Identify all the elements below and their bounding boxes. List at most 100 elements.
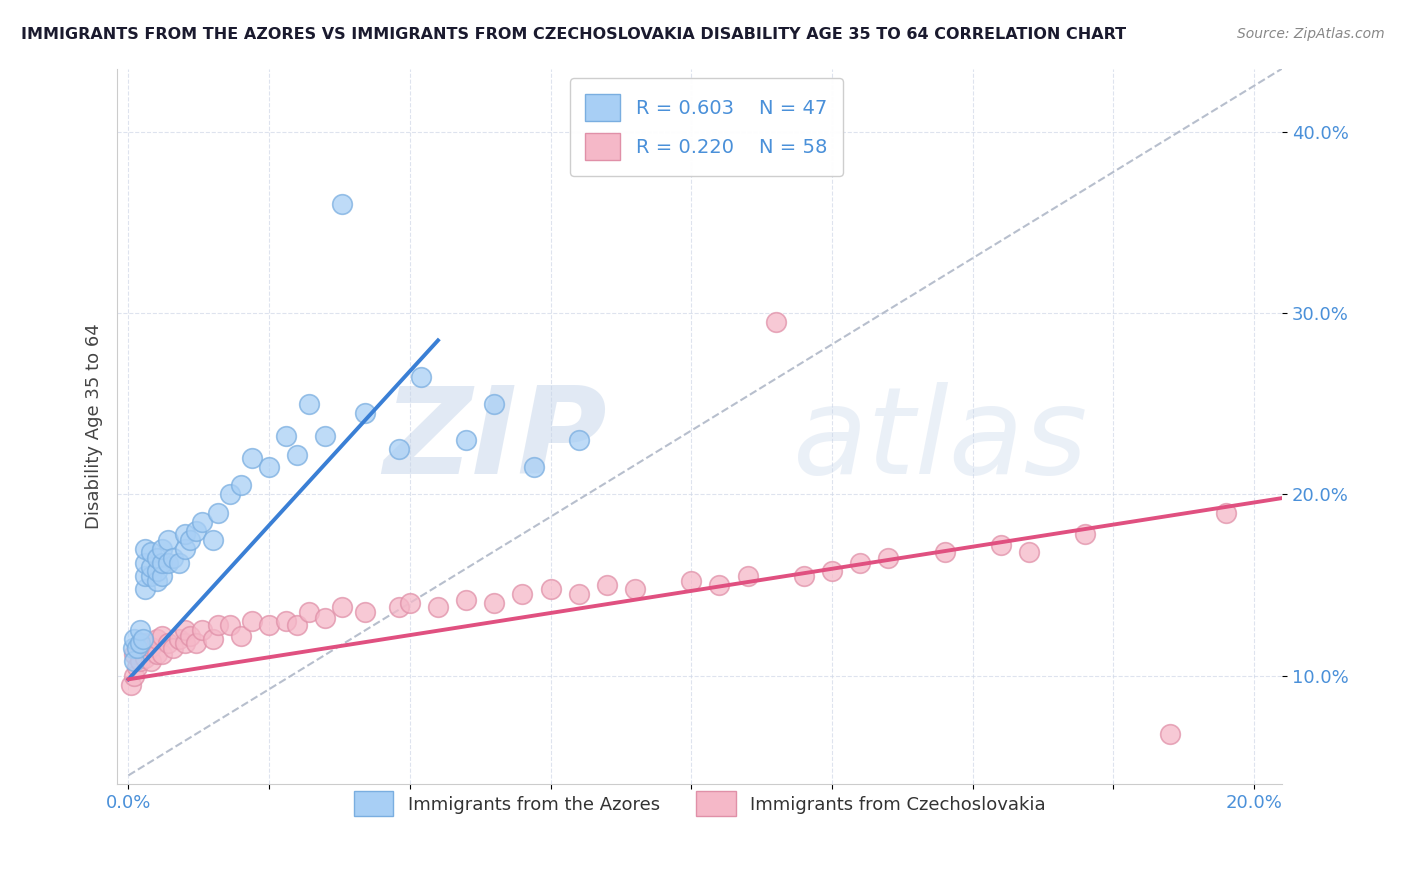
Point [934, 545, 956, 559]
Point [145, 564, 167, 578]
Point [1018, 545, 1040, 559]
Point [162, 550, 184, 565]
Point [765, 315, 787, 329]
Point [793, 569, 815, 583]
Point [387, 599, 409, 614]
Point [134, 650, 156, 665]
Point [145, 632, 167, 647]
Point [387, 442, 409, 457]
Point [411, 369, 433, 384]
Text: atlas: atlas [793, 383, 1088, 500]
Point [218, 487, 240, 501]
Point [681, 574, 703, 589]
Point [139, 545, 162, 559]
Point [122, 641, 145, 656]
Point [229, 478, 252, 492]
Point [201, 632, 224, 647]
Point [523, 460, 546, 475]
Point [128, 624, 150, 638]
Point [207, 618, 229, 632]
Point [297, 605, 319, 619]
Point [568, 587, 591, 601]
Point [122, 668, 145, 682]
Point [134, 636, 156, 650]
Text: ZIP: ZIP [382, 383, 606, 500]
Point [285, 618, 308, 632]
Point [184, 524, 207, 538]
Point [167, 632, 190, 647]
Point [134, 582, 156, 596]
Point [150, 557, 173, 571]
Point [184, 636, 207, 650]
Point [150, 629, 173, 643]
Point [173, 541, 195, 556]
Point [540, 582, 562, 596]
Point [737, 569, 759, 583]
Point [134, 569, 156, 583]
Point [314, 429, 336, 443]
Point [156, 533, 179, 547]
Point [330, 599, 353, 614]
Point [353, 406, 375, 420]
Point [568, 433, 591, 447]
Point [128, 654, 150, 668]
Point [484, 596, 506, 610]
Point [229, 629, 252, 643]
Point [122, 632, 145, 647]
Point [274, 429, 297, 443]
Point [139, 640, 162, 654]
Point [139, 569, 162, 583]
Point [484, 397, 506, 411]
Point [709, 578, 731, 592]
Point [201, 533, 224, 547]
Point [128, 641, 150, 656]
Point [173, 636, 195, 650]
Point [624, 582, 647, 596]
Point [330, 197, 353, 211]
Point [353, 605, 375, 619]
Point [145, 550, 167, 565]
Point [150, 541, 173, 556]
Point [240, 615, 263, 629]
Point [314, 610, 336, 624]
Point [456, 433, 478, 447]
Point [139, 560, 162, 574]
Point [190, 515, 212, 529]
Point [134, 557, 156, 571]
Point [128, 636, 150, 650]
Point [190, 624, 212, 638]
Point [156, 636, 179, 650]
Point [134, 541, 156, 556]
Point [240, 451, 263, 466]
Point [285, 448, 308, 462]
Point [596, 578, 619, 592]
Point [179, 629, 201, 643]
Text: Source: ZipAtlas.com: Source: ZipAtlas.com [1237, 27, 1385, 41]
Point [427, 599, 450, 614]
Point [150, 647, 173, 661]
Point [207, 506, 229, 520]
Point [456, 592, 478, 607]
Point [125, 641, 148, 656]
Point [145, 574, 167, 589]
Point [150, 569, 173, 583]
Point [122, 654, 145, 668]
Point [139, 654, 162, 668]
Point [218, 618, 240, 632]
Text: IMMIGRANTS FROM THE AZORES VS IMMIGRANTS FROM CZECHOSLOVAKIA DISABILITY AGE 35 T: IMMIGRANTS FROM THE AZORES VS IMMIGRANTS… [21, 27, 1126, 42]
Point [849, 557, 872, 571]
Point [167, 557, 190, 571]
Point [990, 538, 1012, 552]
Point [821, 564, 844, 578]
Point [173, 624, 195, 638]
Point [1159, 727, 1181, 741]
Point [297, 397, 319, 411]
Point [122, 647, 145, 661]
Point [162, 641, 184, 656]
Point [1215, 506, 1237, 520]
Point [173, 527, 195, 541]
Point [1074, 527, 1097, 541]
Point [512, 587, 534, 601]
Point [120, 678, 142, 692]
Y-axis label: Disability Age 35 to 64: Disability Age 35 to 64 [86, 324, 103, 529]
